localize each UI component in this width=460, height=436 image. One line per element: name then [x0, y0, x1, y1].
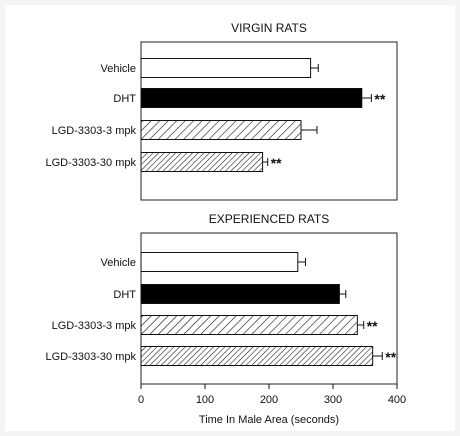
category-label: LGD-3303-3 mpk: [52, 320, 137, 332]
x-tick-label: 0: [138, 394, 144, 406]
category-label: DHT: [113, 93, 136, 105]
significance-marker: **: [271, 155, 282, 171]
significance-marker: **: [385, 349, 396, 365]
bar-vehicle: [140, 58, 312, 78]
bar-vehicle: [140, 252, 299, 272]
x-tick-label: 300: [324, 394, 342, 406]
chart-title: EXPERIENCED RATS: [209, 212, 329, 226]
bar-lgd-3303-3-mpk: [140, 315, 358, 335]
category-label: DHT: [113, 289, 136, 301]
bar-lgd-3303-30-mpk: [140, 152, 264, 172]
chart-panel-2: EXPERIENCED RATS Vehicle DHT LGD-3303-3 mpk…: [46, 212, 398, 385]
bar-lgd-3303-3-mpk: [140, 120, 302, 140]
category-label: LGD-3303-3 mpk: [52, 125, 137, 137]
category-label: LGD-3303-30 mpk: [46, 351, 137, 363]
x-tick-label: 400: [388, 394, 406, 406]
significance-marker: **: [367, 318, 378, 334]
x-axis-label: Time In Male Area (seconds): [199, 414, 339, 426]
x-tick-label: 100: [196, 394, 214, 406]
chart-title: VIRGIN RATS: [231, 21, 307, 35]
category-label: LGD-3303-30 mpk: [46, 157, 137, 169]
chart-panel-1: VIRGIN RATS Vehicle DHT ** LGD-3303-3 mpk LGD…: [46, 21, 398, 201]
significance-marker: **: [374, 91, 385, 107]
category-label: Vehicle: [101, 257, 136, 269]
bar-lgd-3303-30-mpk: [140, 346, 374, 366]
category-label: Vehicle: [101, 63, 136, 75]
x-tick-label: 200: [260, 394, 278, 406]
bar-dht: [140, 284, 340, 304]
bar-dht: [140, 88, 363, 108]
